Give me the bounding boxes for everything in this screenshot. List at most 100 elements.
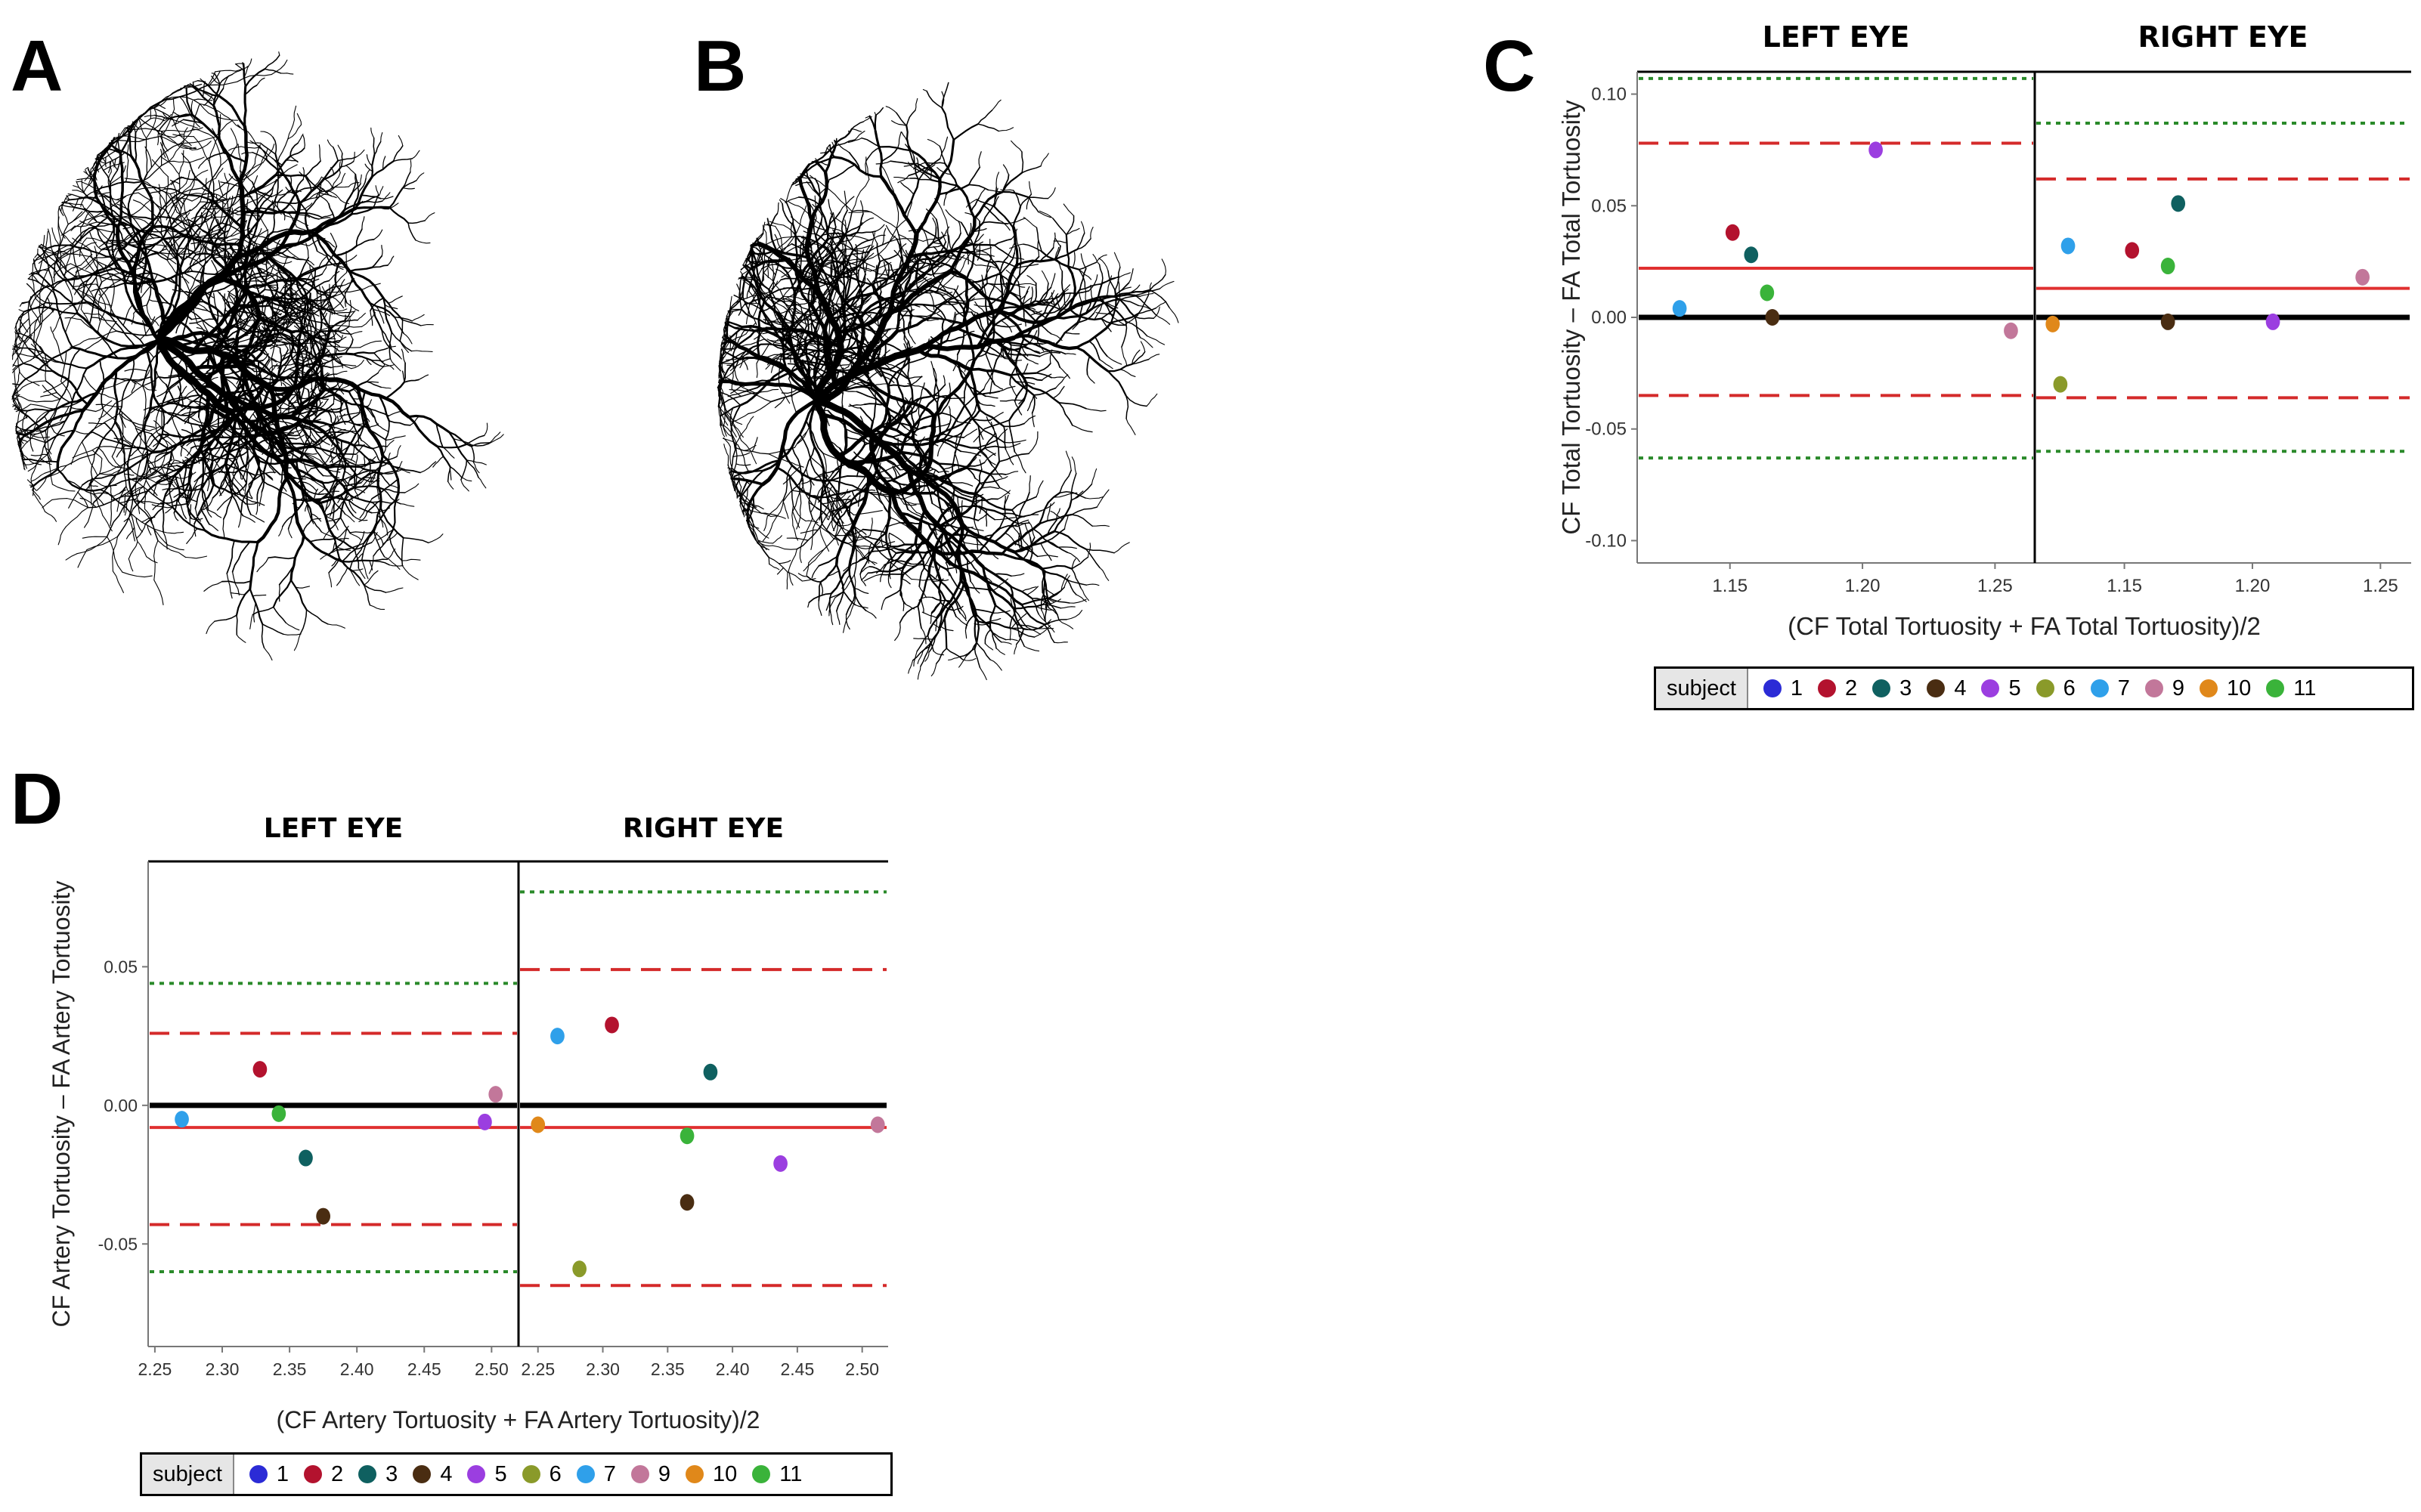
vessel-segment xyxy=(187,447,203,484)
vessel-segment xyxy=(380,196,394,199)
vessel-segment xyxy=(141,161,170,182)
vessel-segment xyxy=(324,272,348,294)
vessel-segment xyxy=(191,193,206,202)
vessel-segment xyxy=(131,493,159,542)
vessel-segment xyxy=(381,329,391,349)
vessel-segment xyxy=(18,317,29,332)
vessel-segment xyxy=(202,80,221,97)
vessel-segment xyxy=(140,274,158,298)
vessel-segment xyxy=(255,227,262,242)
vessel-segment xyxy=(828,199,834,215)
vessel-segment xyxy=(952,488,955,514)
vessel-segment xyxy=(254,176,281,193)
vessel-segment xyxy=(865,429,875,439)
vessel-segment xyxy=(296,373,305,384)
vessel-segment xyxy=(74,221,98,227)
vessel-segment xyxy=(299,397,321,408)
vessel-segment xyxy=(851,128,862,132)
vessel-segment xyxy=(986,257,992,284)
vessel-segment xyxy=(1146,393,1158,407)
vessel-segment xyxy=(254,300,260,309)
vessel-segment xyxy=(963,283,989,311)
vessel-segment xyxy=(117,128,125,142)
vessel-segment xyxy=(949,406,952,420)
vessel-segment xyxy=(1005,353,1041,357)
vessel-segment xyxy=(354,542,373,550)
vessel-segment xyxy=(1001,522,1041,555)
vessel-segment xyxy=(172,506,206,532)
vessel-segment xyxy=(298,178,325,206)
vessel-segment xyxy=(150,107,151,119)
vessel-segment xyxy=(19,346,74,386)
vessel-segment xyxy=(1023,363,1029,375)
vessel-segment xyxy=(242,515,255,523)
vessel-segment xyxy=(987,189,1002,193)
vessel-segment xyxy=(1021,586,1037,592)
vessel-segment xyxy=(952,354,958,372)
vessel-segment xyxy=(138,117,159,134)
vessel-segment xyxy=(977,620,1013,629)
vessel-segment xyxy=(859,416,867,428)
vessel-segment xyxy=(123,493,126,513)
vessel-segment xyxy=(994,604,1018,626)
vessel-segment xyxy=(218,330,255,352)
vessel-segment xyxy=(200,457,205,489)
vessel-segment xyxy=(203,434,220,447)
vessel-segment xyxy=(41,279,65,314)
vessel-segment xyxy=(871,401,877,423)
vessel-segment xyxy=(853,239,873,251)
vessel-segment xyxy=(27,301,31,336)
vessel-segment xyxy=(367,399,373,407)
vessel-segment xyxy=(187,485,197,508)
vessel-segment xyxy=(346,302,360,311)
vessel-segment xyxy=(358,530,365,546)
vessel-segment xyxy=(124,252,161,285)
vessel-segment xyxy=(975,534,993,539)
vessel-segment xyxy=(337,156,357,162)
vessel-segment xyxy=(104,282,127,289)
vessel-segment xyxy=(933,368,937,381)
vessel-segment xyxy=(728,321,744,328)
vessel-segment xyxy=(253,373,271,386)
vessel-segment xyxy=(936,483,949,524)
vessel-segment xyxy=(71,339,160,360)
vessel-segment xyxy=(396,445,401,457)
vessel-segment xyxy=(835,424,884,457)
vessel-segment xyxy=(917,666,921,680)
vessel-segment xyxy=(146,556,158,564)
vessel-segment xyxy=(147,434,160,448)
vessel-segment xyxy=(325,261,346,266)
vessel-segment xyxy=(1071,567,1082,589)
vessel-segment xyxy=(33,492,45,512)
vessel-segment xyxy=(1005,357,1023,361)
vessel-segment xyxy=(908,228,922,232)
vessel-segment xyxy=(1071,556,1089,570)
vessel-segment xyxy=(920,227,940,240)
vessel-segment xyxy=(83,179,94,193)
vessel-segment xyxy=(1008,419,1016,453)
vessel-segment xyxy=(989,373,993,394)
vessel-segment xyxy=(201,212,203,224)
vessel-segment xyxy=(281,353,293,367)
vessel-segment xyxy=(1054,246,1060,261)
vessel-segment xyxy=(993,305,1022,326)
vessel-segment xyxy=(814,233,832,246)
vessel-segment xyxy=(368,555,374,574)
vessel-segment xyxy=(321,352,354,357)
vessel-segment xyxy=(26,479,31,483)
vessel-segment xyxy=(938,470,949,473)
vessel-segment xyxy=(190,169,209,187)
vessel-segment xyxy=(132,199,157,218)
vessel-segment xyxy=(216,337,235,342)
vessel-segment xyxy=(398,135,404,147)
vessel-segment xyxy=(237,238,247,257)
vessel-segment xyxy=(1029,286,1034,305)
vessel-segment xyxy=(20,396,61,403)
vessel-segment xyxy=(315,233,328,255)
vessel-segment xyxy=(942,419,952,435)
vessel-segment xyxy=(1070,472,1077,501)
vessel-segment xyxy=(337,444,345,459)
vessel-segment xyxy=(973,190,1004,220)
vessel-segment xyxy=(203,529,259,544)
vessel-segment xyxy=(200,332,211,354)
